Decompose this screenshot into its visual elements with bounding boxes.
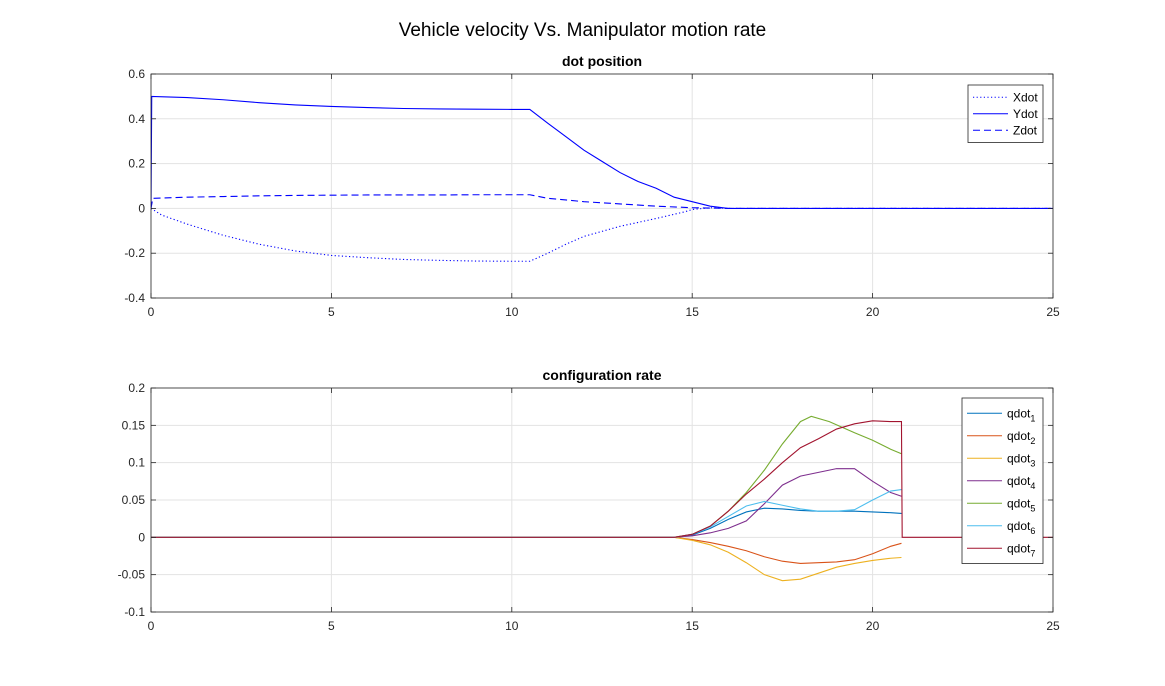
legend-label: qdot7: [1007, 541, 1035, 558]
legend: Xdot Ydot Zdot: [967, 84, 1044, 143]
series-line-xdot: [151, 207, 1053, 262]
series-group: [151, 415, 1053, 582]
y-tick-label: -0.2: [124, 246, 145, 260]
axes-dot-position: 0 5 10 15 20 25 -0.4 -0.2 0 0.2 0.4 0.6 dot position…: [124, 53, 1060, 319]
figure-title: Vehicle velocity Vs. Manipulator motion …: [398, 20, 767, 41]
series-line-qdot7: [151, 420, 1053, 538]
y-tick-label: -0.4: [124, 291, 145, 305]
series-group: [151, 95, 1053, 262]
legend-label: Ydot: [1013, 107, 1038, 121]
x-tick-label: 15: [686, 305, 700, 319]
legend-label: qdot5: [1007, 496, 1035, 513]
x-tick-label: 0: [148, 619, 155, 633]
legend-label: qdot3: [1007, 451, 1035, 468]
series-line-zdot: [151, 194, 1053, 209]
y-tick-label: 0.2: [128, 157, 145, 171]
x-tick-label: 10: [505, 305, 519, 319]
plot-area: [151, 74, 1053, 298]
y-tick-label: 0: [138, 201, 145, 215]
axes-configuration-rate: 0 5 10 15 20 25 -0.1 -0.05 0 0.05 0.1 0.15 0.2 config…: [118, 367, 1060, 633]
y-tick-label: 0: [138, 530, 145, 544]
series-line-qdot3: [151, 536, 902, 582]
series-line-qdot1: [151, 507, 902, 538]
y-tick-label: 0.05: [122, 493, 146, 507]
x-tick-label: 25: [1046, 305, 1060, 319]
x-tick-label: 25: [1046, 619, 1060, 633]
axes-title: configuration rate: [542, 367, 661, 383]
x-tick-label: 20: [866, 305, 880, 319]
y-tick-label: -0.1: [124, 605, 145, 619]
legend-label: qdot4: [1007, 474, 1035, 491]
y-tick-label: 0.2: [128, 381, 145, 395]
legend-label: qdot6: [1007, 519, 1035, 536]
y-tick-label: 0.15: [122, 418, 146, 432]
y-tick-label: 0.6: [128, 67, 145, 81]
x-tick-label: 0: [148, 305, 155, 319]
legend-label: Zdot: [1013, 123, 1038, 137]
series-line-qdot4: [151, 468, 902, 538]
x-tick-label: 5: [328, 619, 335, 633]
axes-title: dot position: [562, 53, 642, 69]
axes-box: [150, 73, 1054, 299]
x-tick-label: 20: [866, 619, 880, 633]
y-tick-label: -0.05: [118, 568, 146, 582]
legend: qdot1 qdot2 qdot3 qdot4 qdot5 qdot6 qdot7: [961, 397, 1044, 564]
y-tick-label: 0.1: [128, 456, 145, 470]
x-tick-label: 10: [505, 619, 519, 633]
series-line-ydot: [151, 95, 1053, 209]
legend-label: qdot2: [1007, 429, 1035, 446]
y-tick-label: 0.4: [128, 112, 145, 126]
x-tick-label: 15: [686, 619, 700, 633]
legend-label: qdot1: [1007, 406, 1035, 423]
x-tick-label: 5: [328, 305, 335, 319]
series-line-qdot2: [151, 536, 902, 565]
legend-label: Xdot: [1013, 90, 1038, 104]
